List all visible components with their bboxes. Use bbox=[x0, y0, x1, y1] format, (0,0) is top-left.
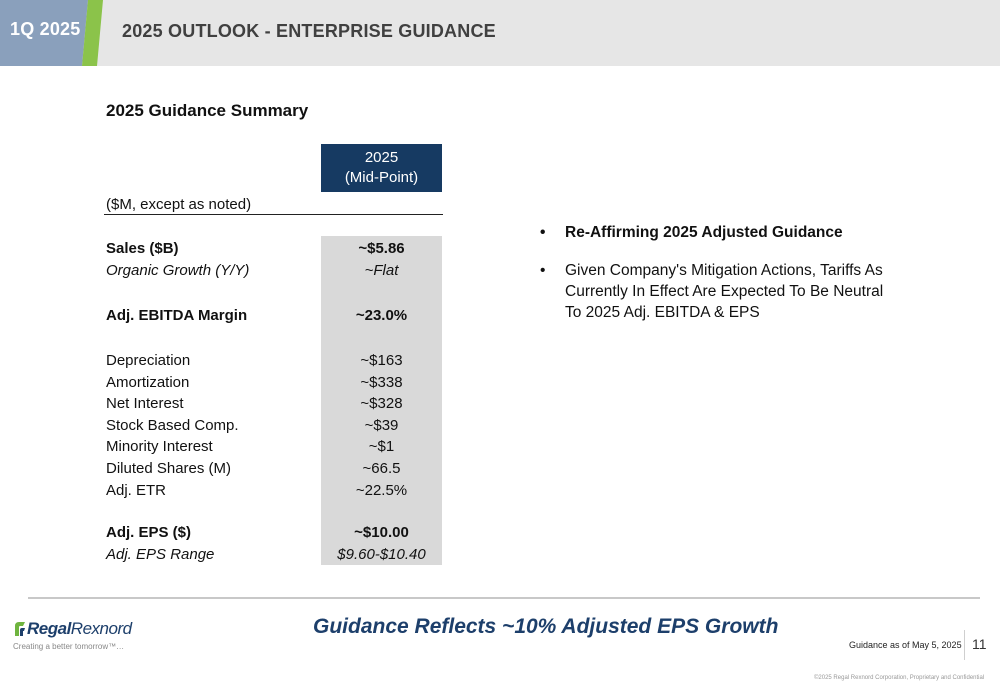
row-value: ~$328 bbox=[360, 395, 403, 412]
bullet-item: • Given Company's Mitigation Actions, Ta… bbox=[540, 260, 900, 323]
row-label: Diluted Shares (M) bbox=[106, 460, 232, 477]
period-tag-label: 1Q 2025 bbox=[10, 19, 81, 39]
row-value: ~Flat bbox=[364, 262, 399, 279]
row-value: ~23.0% bbox=[355, 307, 408, 324]
guidance-date-note: Guidance as of May 5, 2025 bbox=[849, 640, 962, 650]
summary-title: 2025 Guidance Summary bbox=[106, 101, 309, 120]
row-value: ~66.5 bbox=[362, 460, 401, 477]
column-header-subtitle: (Mid-Point) bbox=[344, 169, 419, 186]
table-row: Minority Interest ~$1 bbox=[106, 437, 442, 457]
row-value: $9.60-$10.40 bbox=[337, 546, 426, 563]
row-label: Adj. ETR bbox=[106, 482, 167, 499]
logo-wordmark: RegalRexnord bbox=[27, 619, 132, 639]
bullet-dot-icon: • bbox=[540, 224, 546, 241]
bullet-dot-icon: • bbox=[540, 262, 546, 279]
footer-divider bbox=[28, 597, 980, 599]
logo-mark-icon bbox=[15, 622, 25, 636]
row-label: Amortization bbox=[106, 374, 190, 391]
period-tag-shape bbox=[0, 0, 103, 66]
period-tag: 1Q 2025 bbox=[0, 0, 103, 66]
table-row: Amortization ~$338 bbox=[106, 373, 442, 393]
table-row: Adj. EBITDA Margin ~23.0% bbox=[106, 306, 442, 326]
row-label: Adj. EPS Range bbox=[106, 546, 215, 563]
table-row: Adj. EPS Range $9.60-$10.40 bbox=[106, 545, 442, 565]
header-rule bbox=[104, 214, 443, 215]
logo-word-rexnord: Rexnord bbox=[70, 619, 132, 638]
table-row: Adj. EPS ($) ~$10.00 bbox=[106, 523, 442, 543]
row-label: Depreciation bbox=[106, 352, 191, 369]
row-label: Organic Growth (Y/Y) bbox=[106, 262, 250, 279]
table-row: Depreciation ~$163 bbox=[106, 351, 442, 371]
company-logo: RegalRexnord bbox=[13, 619, 153, 653]
units-note: ($M, except as noted) bbox=[106, 196, 252, 213]
row-value: ~$163 bbox=[360, 352, 403, 369]
row-value: ~$1 bbox=[368, 438, 395, 455]
value-column-shading bbox=[321, 236, 442, 565]
table-row: Adj. ETR ~22.5% bbox=[106, 481, 442, 501]
table-row: Net Interest ~$328 bbox=[106, 394, 442, 414]
row-label: Adj. EPS ($) bbox=[106, 524, 192, 541]
slide-header: 1Q 2025 2025 OUTLOOK - ENTERPRISE GUIDAN… bbox=[0, 0, 1000, 66]
row-label: Sales ($B) bbox=[106, 240, 179, 257]
logo-tagline: Creating a better tomorrow™… bbox=[13, 642, 125, 651]
bullet-item: • Re-Affirming 2025 Adjusted Guidance bbox=[540, 222, 900, 243]
row-label: Stock Based Comp. bbox=[106, 417, 239, 434]
row-label: Minority Interest bbox=[106, 438, 213, 455]
logo-word-regal: Regal bbox=[27, 619, 71, 638]
table-row: Organic Growth (Y/Y) ~Flat bbox=[106, 261, 442, 281]
row-value: ~22.5% bbox=[355, 482, 408, 499]
bullet-text: Re-Affirming 2025 Adjusted Guidance bbox=[565, 224, 843, 241]
row-value: ~$10.00 bbox=[354, 524, 409, 541]
row-value: ~$5.86 bbox=[358, 240, 405, 257]
column-header: 2025 (Mid-Point) bbox=[321, 144, 442, 192]
bullet-text: Given Company's Mitigation Actions, Tari… bbox=[565, 262, 884, 321]
table-row: Sales ($B) ~$5.86 bbox=[106, 239, 442, 259]
page-number-divider bbox=[964, 630, 965, 660]
column-header-year: 2025 bbox=[364, 149, 399, 166]
row-label: Adj. EBITDA Margin bbox=[106, 307, 248, 324]
footer-headline: Guidance Reflects ~10% Adjusted EPS Grow… bbox=[313, 615, 779, 638]
page-number: 11 bbox=[972, 636, 987, 652]
key-points: • Re-Affirming 2025 Adjusted Guidance • … bbox=[540, 222, 900, 340]
table-row: Diluted Shares (M) ~66.5 bbox=[106, 459, 442, 479]
table-row: Stock Based Comp. ~$39 bbox=[106, 416, 442, 436]
slide-title: 2025 OUTLOOK - ENTERPRISE GUIDANCE bbox=[122, 21, 496, 41]
copyright-notice: ©2025 Regal Rexnord Corporation, Proprie… bbox=[814, 675, 985, 681]
row-value: ~$39 bbox=[364, 417, 399, 434]
row-label: Net Interest bbox=[106, 395, 184, 412]
row-value: ~$338 bbox=[360, 374, 403, 391]
